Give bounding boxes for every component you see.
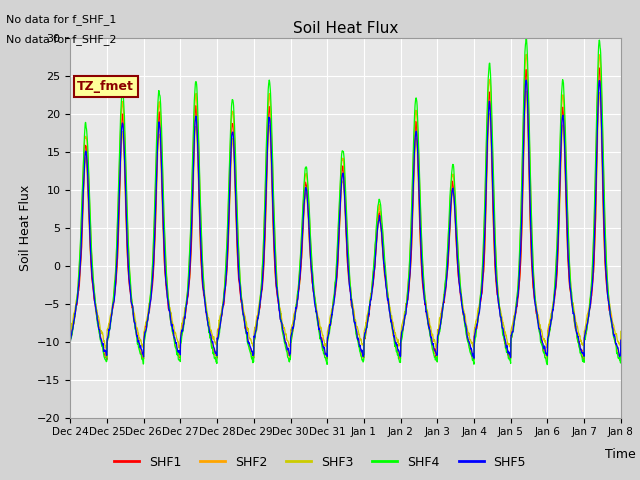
SHF1: [362, 334, 369, 339]
Legend: SHF1, SHF2, SHF3, SHF4, SHF5: SHF1, SHF2, SHF3, SHF4, SHF5: [109, 451, 531, 474]
SHF5: [362, 330, 369, 336]
SHF1: [506, 353, 513, 359]
SHF5: [617, 337, 625, 343]
Line: SHF2: SHF2: [70, 54, 621, 360]
Text: No data for f_SHF_1: No data for f_SHF_1: [6, 14, 116, 25]
Title: Soil Heat Flux: Soil Heat Flux: [293, 21, 398, 36]
Line: SHF3: SHF3: [70, 91, 621, 349]
Line: SHF5: SHF5: [70, 80, 621, 358]
SHF3: [617, 328, 625, 334]
SHF4: [374, 210, 381, 216]
SHF1: [617, 340, 625, 346]
SHF3: [584, 312, 592, 317]
SHF5: [522, 77, 530, 83]
SHF1: [595, 65, 603, 71]
SHF4: [569, 304, 577, 310]
SHF3: [569, 300, 577, 306]
SHF1: [220, 302, 228, 308]
Line: SHF1: SHF1: [70, 68, 621, 361]
SHF2: [67, 336, 74, 342]
SHF1: [374, 226, 381, 232]
SHF5: [470, 355, 478, 361]
SHF2: [374, 216, 381, 222]
SHF5: [569, 307, 577, 312]
SHF2: [522, 51, 530, 57]
SHF1: [67, 336, 74, 341]
SHF1: [568, 302, 576, 308]
Text: TZ_fmet: TZ_fmet: [77, 80, 134, 93]
Line: SHF4: SHF4: [70, 37, 621, 365]
SHF3: [470, 346, 478, 352]
SHF2: [617, 336, 625, 342]
SHF5: [67, 338, 74, 344]
SHF1: [433, 359, 441, 364]
SHF2: [569, 305, 577, 311]
SHF4: [584, 317, 592, 323]
SHF4: [67, 338, 74, 344]
SHF5: [584, 317, 592, 323]
SHF2: [543, 358, 551, 363]
SHF2: [362, 330, 369, 336]
SHF2: [584, 315, 592, 321]
Y-axis label: Soil Heat Flux: Soil Heat Flux: [19, 185, 31, 271]
SHF5: [374, 228, 381, 233]
SHF4: [522, 35, 530, 40]
SHF2: [220, 293, 228, 299]
SHF3: [67, 328, 74, 334]
SHF4: [220, 291, 228, 297]
SHF4: [506, 357, 513, 363]
SHF5: [220, 299, 228, 304]
X-axis label: Time: Time: [605, 448, 636, 461]
SHF3: [374, 229, 381, 235]
SHF2: [506, 353, 513, 359]
SHF3: [362, 324, 369, 329]
SHF3: [522, 88, 530, 94]
SHF4: [362, 333, 369, 338]
SHF1: [584, 319, 591, 324]
SHF3: [220, 294, 228, 300]
SHF4: [543, 362, 551, 368]
SHF5: [506, 351, 513, 357]
SHF4: [617, 343, 625, 348]
SHF3: [506, 344, 513, 349]
Text: No data for f_SHF_2: No data for f_SHF_2: [6, 34, 117, 45]
